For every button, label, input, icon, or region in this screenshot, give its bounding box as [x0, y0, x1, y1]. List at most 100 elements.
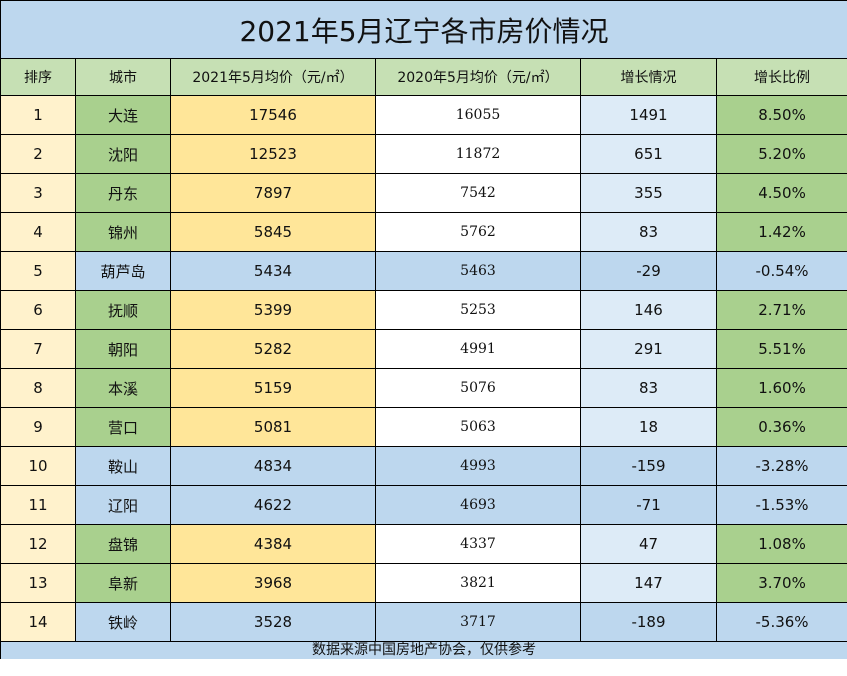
- city-cell: 葫芦岛: [75, 251, 171, 291]
- ratio-cell: -3.28%: [715, 446, 847, 486]
- ratio-cell: -1.53%: [715, 485, 847, 525]
- table-row: 14 铁岭 3528 3717 -189 -5.36%: [0, 602, 847, 642]
- table-row: 3 丹东 7897 7542 355 4.50%: [0, 173, 847, 213]
- growth-cell: 47: [580, 524, 717, 564]
- city-cell: 沈阳: [75, 134, 171, 174]
- price-2021-cell: 17546: [170, 95, 376, 135]
- city-cell: 朝阳: [75, 329, 171, 369]
- price-2021-cell: 4384: [170, 524, 376, 564]
- price-2021-cell: 5282: [170, 329, 376, 369]
- price-2020-cell: 11872: [375, 134, 581, 174]
- price-2020-cell: 4693: [375, 485, 581, 525]
- table-row: 8 本溪 5159 5076 83 1.60%: [0, 368, 847, 408]
- ratio-cell: 1.08%: [715, 524, 847, 564]
- growth-cell: 291: [580, 329, 717, 369]
- growth-cell: 146: [580, 290, 717, 330]
- price-2021-cell: 7897: [170, 173, 376, 213]
- ratio-cell: -0.54%: [715, 251, 847, 291]
- rank-cell: 4: [0, 212, 76, 252]
- city-cell: 盘锦: [75, 524, 171, 564]
- table-row: 7 朝阳 5282 4991 291 5.51%: [0, 329, 847, 369]
- table-row: 5 葫芦岛 5434 5463 -29 -0.54%: [0, 251, 847, 291]
- table-row: 11 辽阳 4622 4693 -71 -1.53%: [0, 485, 847, 525]
- price-2020-cell: 5463: [375, 251, 581, 291]
- price-2020-cell: 16055: [375, 95, 581, 135]
- source-footnote: 数据来源中国房地产协会，仅供参考: [0, 641, 847, 659]
- rank-cell: 13: [0, 563, 76, 603]
- price-2021-cell: 3968: [170, 563, 376, 603]
- ratio-cell: 2.71%: [715, 290, 847, 330]
- growth-cell: 83: [580, 212, 717, 252]
- housing-price-table: 2021年5月辽宁各市房价情况 排序 城市 2021年5月均价（元/㎡） 202…: [0, 0, 847, 659]
- growth-cell: 355: [580, 173, 717, 213]
- rank-cell: 7: [0, 329, 76, 369]
- growth-cell: -71: [580, 485, 717, 525]
- city-cell: 锦州: [75, 212, 171, 252]
- header-ratio: 增长比例: [715, 58, 847, 96]
- price-2020-cell: 3717: [375, 602, 581, 642]
- city-cell: 辽阳: [75, 485, 171, 525]
- header-rank: 排序: [0, 58, 76, 96]
- header-city: 城市: [75, 58, 171, 96]
- price-2021-cell: 5399: [170, 290, 376, 330]
- rank-cell: 11: [0, 485, 76, 525]
- price-2021-cell: 4834: [170, 446, 376, 486]
- rank-cell: 9: [0, 407, 76, 447]
- city-cell: 本溪: [75, 368, 171, 408]
- price-2021-cell: 5845: [170, 212, 376, 252]
- growth-cell: 147: [580, 563, 717, 603]
- ratio-cell: 8.50%: [715, 95, 847, 135]
- table-row: 13 阜新 3968 3821 147 3.70%: [0, 563, 847, 603]
- header-price-2020: 2020年5月均价（元/㎡）: [375, 58, 581, 96]
- city-cell: 大连: [75, 95, 171, 135]
- price-2020-cell: 4991: [375, 329, 581, 369]
- city-cell: 铁岭: [75, 602, 171, 642]
- price-2020-cell: 5063: [375, 407, 581, 447]
- price-2021-cell: 5159: [170, 368, 376, 408]
- ratio-cell: -5.36%: [715, 602, 847, 642]
- price-2021-cell: 12523: [170, 134, 376, 174]
- growth-cell: -29: [580, 251, 717, 291]
- price-2020-cell: 5762: [375, 212, 581, 252]
- growth-cell: 1491: [580, 95, 717, 135]
- rank-cell: 1: [0, 95, 76, 135]
- growth-cell: -189: [580, 602, 717, 642]
- ratio-cell: 1.60%: [715, 368, 847, 408]
- ratio-cell: 5.51%: [715, 329, 847, 369]
- table-row: 12 盘锦 4384 4337 47 1.08%: [0, 524, 847, 564]
- city-cell: 抚顺: [75, 290, 171, 330]
- price-2021-cell: 3528: [170, 602, 376, 642]
- price-2020-cell: 7542: [375, 173, 581, 213]
- price-2020-cell: 4337: [375, 524, 581, 564]
- header-growth: 增长情况: [580, 58, 717, 96]
- growth-cell: 651: [580, 134, 717, 174]
- table-row: 2 沈阳 12523 11872 651 5.20%: [0, 134, 847, 174]
- city-cell: 阜新: [75, 563, 171, 603]
- rank-cell: 8: [0, 368, 76, 408]
- price-2020-cell: 3821: [375, 563, 581, 603]
- ratio-cell: 0.36%: [715, 407, 847, 447]
- table-row: 10 鞍山 4834 4993 -159 -3.28%: [0, 446, 847, 486]
- rank-cell: 14: [0, 602, 76, 642]
- table-title: 2021年5月辽宁各市房价情况: [0, 0, 847, 59]
- city-cell: 营口: [75, 407, 171, 447]
- ratio-cell: 5.20%: [715, 134, 847, 174]
- growth-cell: 83: [580, 368, 717, 408]
- ratio-cell: 1.42%: [715, 212, 847, 252]
- price-2020-cell: 4993: [375, 446, 581, 486]
- table-row: 4 锦州 5845 5762 83 1.42%: [0, 212, 847, 252]
- growth-cell: 18: [580, 407, 717, 447]
- city-cell: 丹东: [75, 173, 171, 213]
- rank-cell: 2: [0, 134, 76, 174]
- header-price-2021: 2021年5月均价（元/㎡）: [170, 58, 376, 96]
- rank-cell: 6: [0, 290, 76, 330]
- price-2020-cell: 5253: [375, 290, 581, 330]
- table-row: 6 抚顺 5399 5253 146 2.71%: [0, 290, 847, 330]
- city-cell: 鞍山: [75, 446, 171, 486]
- table-row: 1 大连 17546 16055 1491 8.50%: [0, 95, 847, 135]
- table-row: 9 营口 5081 5063 18 0.36%: [0, 407, 847, 447]
- ratio-cell: 3.70%: [715, 563, 847, 603]
- price-2021-cell: 4622: [170, 485, 376, 525]
- header-row: 排序 城市 2021年5月均价（元/㎡） 2020年5月均价（元/㎡） 增长情况…: [0, 58, 847, 96]
